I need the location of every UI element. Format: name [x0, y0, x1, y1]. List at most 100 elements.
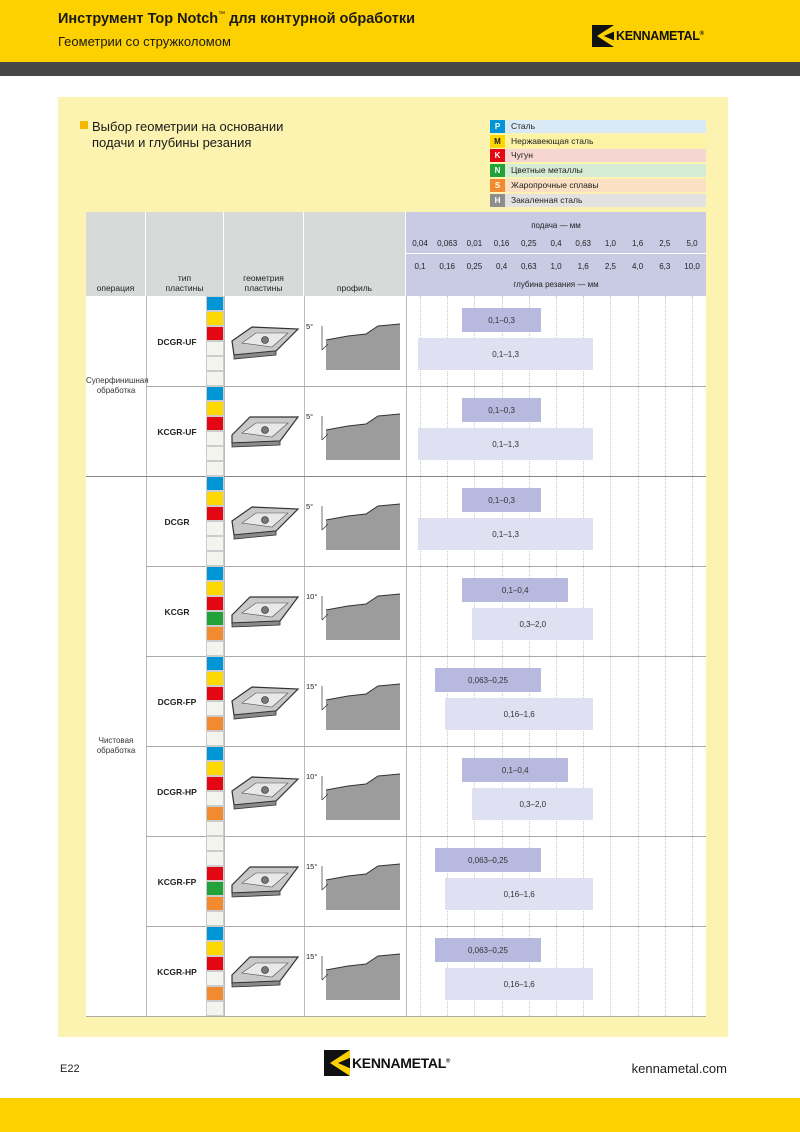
table-bottom-line: [86, 1016, 706, 1017]
material-code-badge: P: [490, 119, 505, 133]
k-mark-icon: [324, 1050, 350, 1076]
material-label: Чугун: [505, 149, 706, 163]
lead-angle-label: 5°: [306, 502, 314, 511]
material-label: Закаленная сталь: [505, 193, 706, 207]
material-swatch: [206, 701, 224, 716]
material-swatch: [206, 761, 224, 776]
material-swatch: [206, 611, 224, 626]
insert-name[interactable]: KCGR-HP: [157, 967, 197, 977]
header-dark-bar: [0, 62, 800, 76]
cutting-profile-diagram: [308, 494, 404, 555]
depth-tick-label: 0,1: [414, 262, 426, 271]
feed-tick-label: 2,5: [659, 239, 671, 248]
geometry-table: операция тип пластины геометрия пластины п…: [86, 212, 706, 1017]
feed-range-bar: 0,063–0,25: [435, 668, 541, 692]
insert-geometry-image: [228, 681, 302, 726]
material-swatch: [206, 896, 224, 911]
material-swatch: [206, 716, 224, 731]
insert-name[interactable]: KCGR-FP: [157, 877, 197, 887]
material-swatch: [206, 536, 224, 551]
feed-tick-label: 0,63: [575, 239, 591, 248]
feed-range-bar: 0,1–0,3: [462, 488, 541, 512]
material-label: Жаропрочные сплавы: [505, 178, 706, 192]
depth-range-bar: 0,16–1,6: [445, 968, 594, 1000]
insert-name[interactable]: DCGR: [164, 517, 190, 527]
legend-item: P Сталь: [490, 119, 706, 134]
insert-geometry-image: [228, 321, 302, 366]
header-subtitle: Геометрии со стружколомом: [58, 34, 231, 49]
lead-angle-label: 5°: [306, 322, 314, 331]
col-header-insert-type: тип пластины: [146, 212, 224, 296]
operation-line: Суперфинишная: [86, 376, 149, 385]
operation-line: обработка: [96, 746, 136, 755]
insert-name[interactable]: DCGR-HP: [157, 787, 197, 797]
operation-line: обработка: [96, 386, 136, 395]
material-swatch: [206, 821, 224, 836]
insert-geometry-image: [228, 501, 302, 546]
footer-band: [0, 1098, 800, 1132]
insert-geometry-image: [228, 591, 302, 636]
col-header-profile: профиль: [304, 212, 406, 296]
depth-range-bar: 0,16–1,6: [445, 698, 594, 730]
depth-tick-label: 0,63: [521, 262, 537, 271]
material-swatch: [206, 746, 224, 761]
operation-line: Чистовая: [98, 736, 134, 745]
lead-angle-label: 10°: [306, 772, 318, 781]
legend-item: M Нержавеющая сталь: [490, 134, 706, 149]
material-swatch: [206, 881, 224, 896]
lead-angle-label: 5°: [306, 412, 314, 421]
lead-angle-label: 15°: [306, 952, 318, 961]
insert-name[interactable]: DCGR-UF: [157, 337, 197, 347]
material-swatch: [206, 731, 224, 746]
insert-geometry-image: [228, 951, 302, 996]
depth-range-bar: 0,3–2,0: [472, 608, 594, 640]
material-legend: P Сталь M Нержавеющая сталь K Чугун N Цветные м…: [490, 119, 706, 208]
material-swatch: [206, 851, 224, 866]
lead-angle-label: 10°: [306, 592, 318, 601]
depth-tick-label: 1,0: [550, 262, 562, 271]
cutting-profile-diagram: [308, 944, 404, 1005]
feed-range-bar: 0,063–0,25: [435, 938, 541, 962]
depth-tick-label: 0,25: [466, 262, 483, 271]
cutting-profile-diagram: [308, 314, 404, 375]
material-swatch: [206, 956, 224, 971]
material-swatch: [206, 626, 224, 641]
row-divider: [146, 656, 706, 657]
insert-name[interactable]: KCGR: [164, 607, 190, 617]
material-swatch: [206, 476, 224, 491]
row-divider: [146, 836, 706, 837]
feed-axis-title: подача — мм: [531, 221, 581, 230]
depth-axis-title: глубина резания — мм: [513, 280, 599, 289]
material-swatch: [206, 806, 224, 821]
section-title: Выбор геометрии на основании подачи и гл…: [80, 119, 283, 151]
material-swatch: [206, 371, 224, 386]
logo-wordmark: KENNAMETAL®: [616, 29, 704, 43]
row-divider: [146, 746, 706, 747]
feed-range-bar: 0,1–0,3: [462, 308, 541, 332]
material-swatch: [206, 641, 224, 656]
kennametal-logo[interactable]: KENNAMETAL®: [592, 25, 704, 47]
material-swatch: [206, 671, 224, 686]
material-swatch: [206, 551, 224, 566]
logo-wordmark: KENNAMETAL®: [352, 1055, 451, 1071]
website-link[interactable]: kennametal.com: [631, 1061, 727, 1076]
insert-name[interactable]: DCGR-FP: [157, 697, 197, 707]
insert-geometry-image: [228, 861, 302, 906]
cutting-profile-diagram: [308, 854, 404, 915]
header-band: Инструмент Top Notch™ для контурной обра…: [0, 0, 800, 62]
legend-item: K Чугун: [490, 149, 706, 164]
feed-tick-label: 5,0: [686, 239, 698, 248]
row-divider: [146, 566, 706, 567]
material-swatch: [206, 446, 224, 461]
material-code-badge: N: [490, 164, 505, 178]
material-swatch: [206, 431, 224, 446]
material-code-badge: S: [490, 178, 505, 192]
material-swatch: [206, 986, 224, 1001]
material-swatch: [206, 686, 224, 701]
material-swatch: [206, 911, 224, 926]
depth-tick-label: 0,16: [439, 262, 455, 271]
kennametal-logo-footer[interactable]: KENNAMETAL®: [324, 1050, 450, 1076]
material-swatch: [206, 326, 224, 341]
insert-name[interactable]: KCGR-UF: [157, 427, 197, 437]
material-swatch: [206, 941, 224, 956]
